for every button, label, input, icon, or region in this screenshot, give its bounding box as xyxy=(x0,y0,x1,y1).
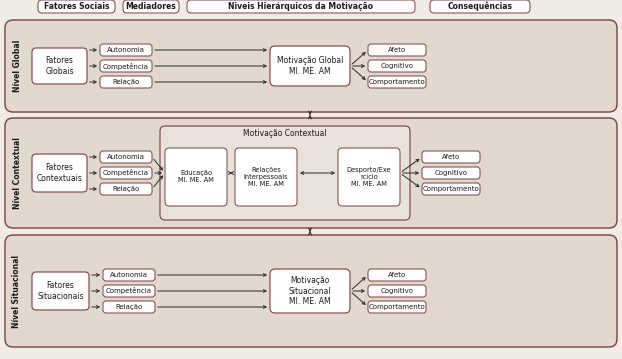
Text: Relações
Interpessoais
MI. ME. AM: Relações Interpessoais MI. ME. AM xyxy=(244,167,289,187)
Text: Comportamento: Comportamento xyxy=(369,79,425,85)
FancyBboxPatch shape xyxy=(32,272,89,310)
Text: Fatores
Contextuais: Fatores Contextuais xyxy=(37,163,83,183)
FancyBboxPatch shape xyxy=(422,167,480,179)
FancyBboxPatch shape xyxy=(368,44,426,56)
FancyBboxPatch shape xyxy=(100,167,152,179)
Text: Motivação Global
MI. ME. AM: Motivação Global MI. ME. AM xyxy=(277,56,343,76)
Text: Fatores
Globais: Fatores Globais xyxy=(45,56,74,76)
FancyBboxPatch shape xyxy=(270,46,350,86)
Text: Afeto: Afeto xyxy=(388,47,406,53)
FancyBboxPatch shape xyxy=(32,48,87,84)
Text: Comportamento: Comportamento xyxy=(369,304,425,310)
Text: Nível Global: Nível Global xyxy=(12,40,22,92)
Text: Consequências: Consequências xyxy=(447,2,513,11)
FancyBboxPatch shape xyxy=(270,269,350,313)
FancyBboxPatch shape xyxy=(368,285,426,297)
Text: Nível Situacional: Nível Situacional xyxy=(12,255,22,327)
Text: Cognitivo: Cognitivo xyxy=(435,170,468,176)
Text: Afeto: Afeto xyxy=(388,272,406,278)
FancyBboxPatch shape xyxy=(100,183,152,195)
Text: Educação
MI. ME. AM: Educação MI. ME. AM xyxy=(178,171,214,183)
FancyBboxPatch shape xyxy=(123,0,179,13)
Text: Motivação Contextual: Motivação Contextual xyxy=(243,129,327,137)
FancyBboxPatch shape xyxy=(103,301,155,313)
Text: Competência: Competência xyxy=(103,62,149,70)
Text: Relação: Relação xyxy=(113,186,139,192)
FancyBboxPatch shape xyxy=(103,269,155,281)
Text: Autonomia: Autonomia xyxy=(107,47,145,53)
FancyBboxPatch shape xyxy=(422,183,480,195)
FancyBboxPatch shape xyxy=(100,76,152,88)
FancyBboxPatch shape xyxy=(160,126,410,220)
FancyBboxPatch shape xyxy=(430,0,530,13)
FancyBboxPatch shape xyxy=(368,269,426,281)
Text: Cognitivo: Cognitivo xyxy=(381,288,414,294)
Text: Motivação
Situacional
MI. ME. AM: Motivação Situacional MI. ME. AM xyxy=(289,276,332,306)
Text: Cognitivo: Cognitivo xyxy=(381,63,414,69)
FancyBboxPatch shape xyxy=(5,118,617,228)
Text: Afeto: Afeto xyxy=(442,154,460,160)
Text: Relação: Relação xyxy=(115,304,142,310)
Text: Autonomia: Autonomia xyxy=(107,154,145,160)
FancyBboxPatch shape xyxy=(5,20,617,112)
Text: Comportamento: Comportamento xyxy=(422,186,480,192)
FancyBboxPatch shape xyxy=(368,76,426,88)
FancyBboxPatch shape xyxy=(235,148,297,206)
FancyBboxPatch shape xyxy=(368,60,426,72)
Text: Niveis Hierárquicos da Motivação: Niveis Hierárquicos da Motivação xyxy=(228,2,374,11)
FancyBboxPatch shape xyxy=(103,285,155,297)
FancyBboxPatch shape xyxy=(5,235,617,347)
Text: Relação: Relação xyxy=(113,79,139,85)
FancyBboxPatch shape xyxy=(338,148,400,206)
FancyBboxPatch shape xyxy=(165,148,227,206)
FancyBboxPatch shape xyxy=(422,151,480,163)
Text: Competência: Competência xyxy=(106,288,152,294)
FancyBboxPatch shape xyxy=(100,44,152,56)
Text: Desporto/Exe
rcício
MI. ME. AM: Desporto/Exe rcício MI. ME. AM xyxy=(346,167,391,187)
FancyBboxPatch shape xyxy=(187,0,415,13)
Text: Mediadores: Mediadores xyxy=(126,2,177,11)
FancyBboxPatch shape xyxy=(368,301,426,313)
Text: Autonomia: Autonomia xyxy=(110,272,148,278)
FancyBboxPatch shape xyxy=(38,0,115,13)
FancyBboxPatch shape xyxy=(100,151,152,163)
FancyBboxPatch shape xyxy=(32,154,87,192)
FancyBboxPatch shape xyxy=(100,60,152,72)
Text: Competência: Competência xyxy=(103,169,149,177)
Text: Nível Contextual: Nível Contextual xyxy=(12,137,22,209)
Text: Fatores Sociais: Fatores Sociais xyxy=(44,2,109,11)
Text: Fatores
Situacionais: Fatores Situacionais xyxy=(37,281,84,301)
